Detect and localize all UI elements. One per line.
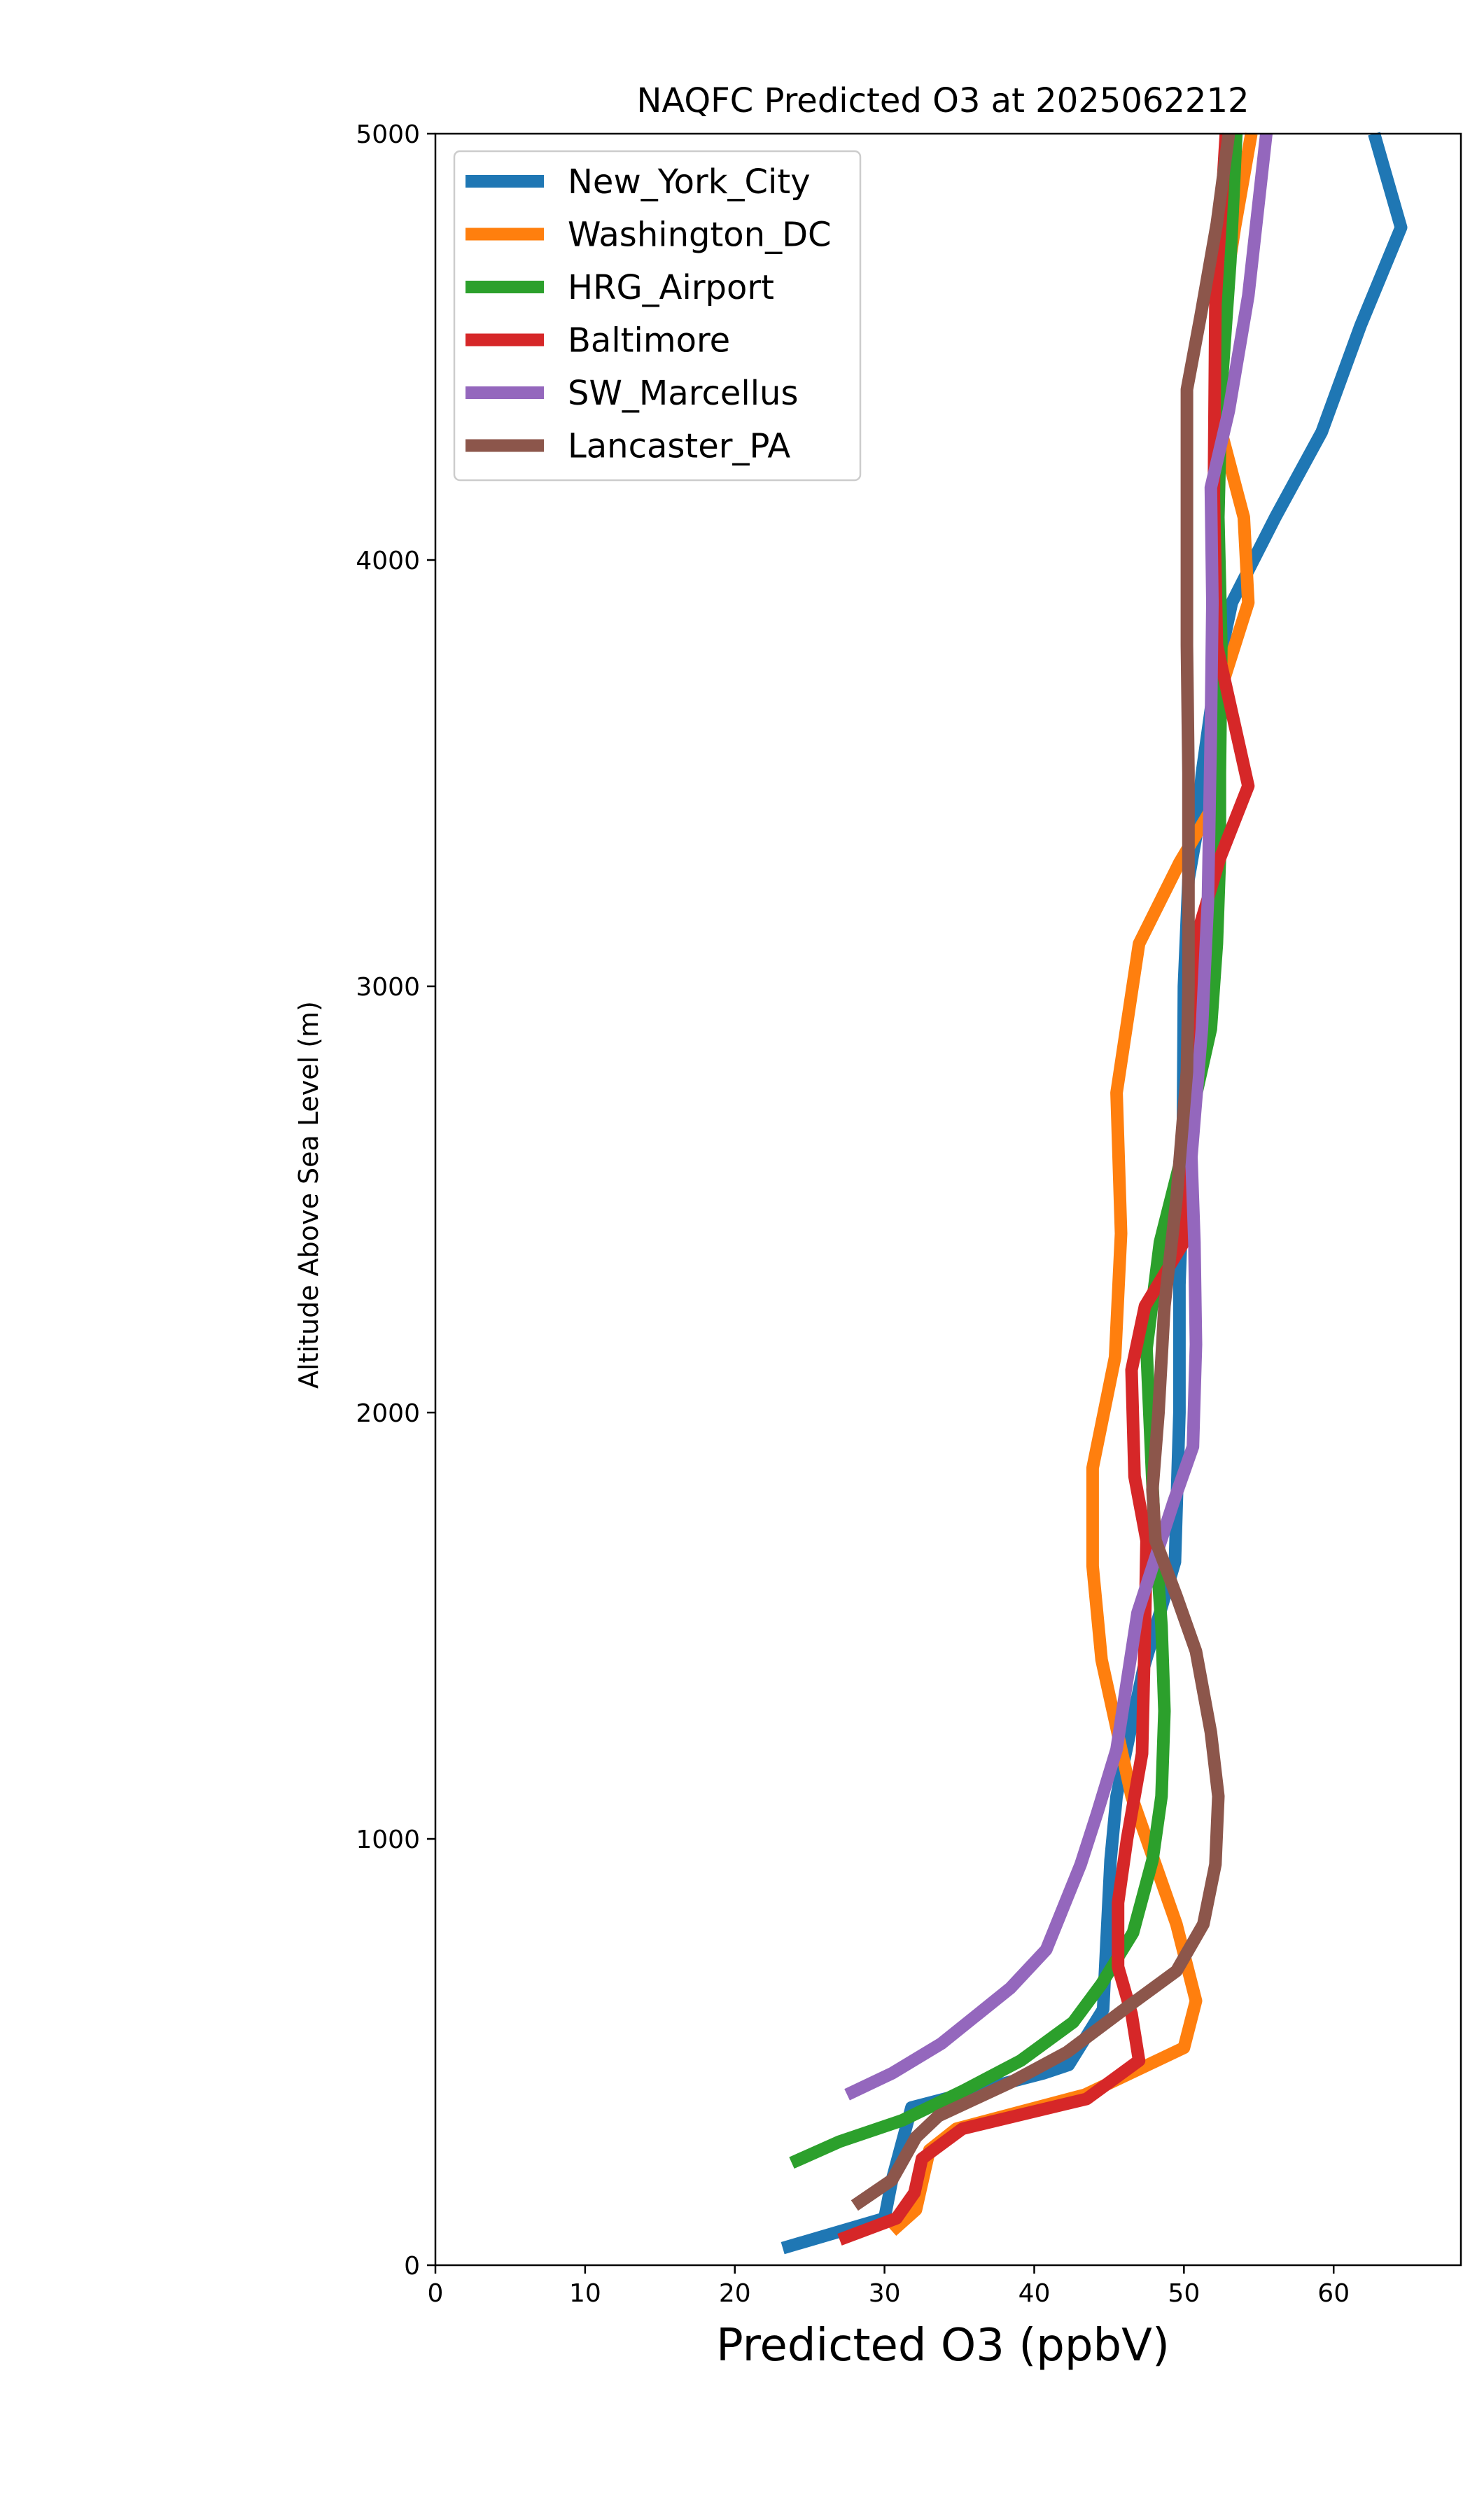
y-tick-label: 2000 [356, 1399, 420, 1428]
y-tick-label: 3000 [356, 973, 420, 1002]
x-tick-label: 0 [428, 2279, 444, 2308]
y-tick-label: 1000 [356, 1826, 420, 1854]
x-tick-label: 40 [1018, 2279, 1051, 2308]
series-layer [780, 132, 1408, 2255]
chart-title: NAQFC Predicted O3 at 2025062212 [636, 81, 1249, 120]
y-tick-label: 5000 [356, 120, 420, 149]
x-tick-label: 20 [719, 2279, 751, 2308]
y-tick-label: 4000 [356, 547, 420, 575]
legend-label: Lancaster_PA [568, 427, 790, 466]
legend: New_York_City Washington_DC HRG_Airport Bal… [453, 150, 862, 482]
axis-ticks: 0 10 20 30 40 50 60 0 1000 2000 3000 4000 5000 [356, 120, 1350, 2308]
y-tick-label: 0 [404, 2252, 420, 2281]
legend-label: Baltimore [568, 321, 730, 360]
plot-frame [434, 132, 1462, 2267]
y-axis-title: Altitude Above Sea Level (m) [293, 1001, 324, 1389]
legend-label: SW_Marcellus [568, 374, 798, 413]
legend-label: New_York_City [568, 162, 811, 202]
x-tick-label: 60 [1317, 2279, 1350, 2308]
legend-label: Washington_DC [568, 216, 832, 255]
x-tick-label: 10 [569, 2279, 601, 2308]
series-line-new-york-city [780, 132, 1408, 2255]
x-axis-title: Predicted O3 (ppbV) [716, 2320, 1170, 2372]
legend-box [453, 150, 862, 482]
series-line-lancaster-pa [850, 132, 1236, 2211]
x-tick-label: 50 [1168, 2279, 1200, 2308]
series-line-sw-marcellus [844, 133, 1273, 2101]
legend-label: HRG_Airport [568, 268, 774, 307]
x-tick-label: 30 [869, 2279, 901, 2308]
